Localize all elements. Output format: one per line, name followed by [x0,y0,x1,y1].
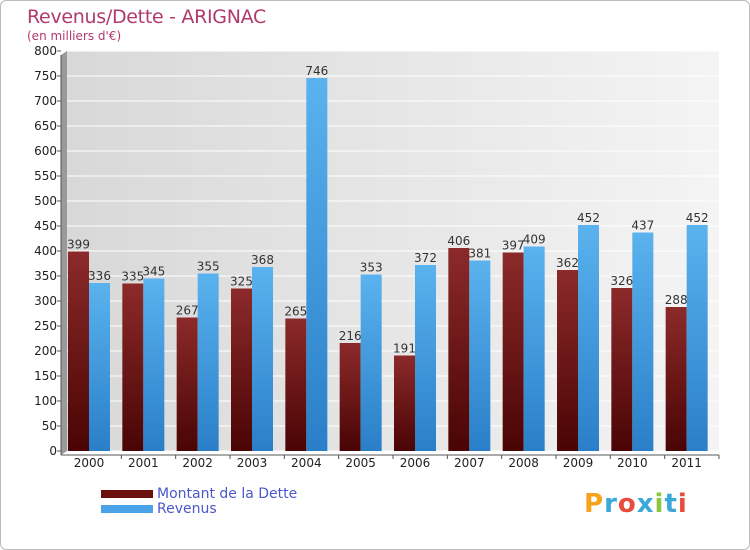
value-label-dette: 216 [339,329,362,343]
bar-revenus [686,225,708,451]
bar-revenus [306,78,328,451]
bar-dette [394,355,415,451]
value-label-revenus: 381 [468,247,491,261]
value-label-revenus: 746 [305,64,328,78]
bar-revenus [469,260,491,451]
y-tick-label: 500 [34,194,57,208]
x-tick-label: 2005 [345,456,376,470]
value-label-dette: 362 [556,256,579,270]
bar-revenus [523,246,545,451]
value-label-dette: 325 [230,275,253,289]
bar-revenus [578,225,599,451]
bar-dette [557,270,578,451]
bar-dette [665,307,687,451]
y-tick-label: 400 [34,244,57,258]
y-tick-label: 800 [34,44,57,58]
bar-dette [176,317,198,451]
chart-subtitle: (en milliers d'€) [27,29,122,43]
legend-label-revenus: Revenus [157,501,217,517]
logo-letter: t [664,489,678,519]
logo-letter: P [584,489,605,519]
value-label-revenus: 409 [523,233,546,247]
x-tick-label: 2004 [291,456,322,470]
value-label-revenus: 336 [88,269,111,283]
bar-dette [231,288,252,451]
y-tick-label: 250 [34,319,57,333]
y-tick-label: 750 [34,69,57,83]
value-label-dette: 265 [284,305,307,319]
bar-revenus [143,278,165,451]
value-label-dette: 191 [393,342,416,356]
bar-dette [122,283,144,451]
x-tick-label: 2003 [237,456,268,470]
value-label-revenus: 437 [631,219,654,233]
chart-title: Revenus/Dette - ARIGNAC [27,6,266,28]
bar-dette [285,318,307,451]
logo-letter: i [677,489,688,519]
value-label-dette: 267 [176,304,199,318]
y-tick-label: 600 [34,144,57,158]
y-tick-label: 550 [34,169,57,183]
x-tick-label: 2007 [454,456,485,470]
legend-swatch-dette [101,490,153,498]
logo-letter: r [604,489,618,519]
bar-dette [448,248,470,451]
x-tick-label: 2006 [400,456,431,470]
y-tick-label: 300 [34,294,57,308]
bar-dette [68,251,89,451]
bar-revenus [197,273,219,451]
value-label-revenus: 452 [577,211,600,225]
value-label-dette: 288 [665,293,688,307]
value-label-dette: 335 [121,270,144,284]
value-label-dette: 399 [67,238,90,252]
value-label-revenus: 345 [142,265,165,279]
y-tick-label: 650 [34,119,57,133]
value-label-revenus: 355 [197,260,220,274]
value-label-dette: 397 [502,239,525,253]
bar-revenus [632,232,654,451]
legend-swatch-revenus [101,505,153,513]
y-tick-label: 450 [34,219,57,233]
value-label-revenus: 372 [414,251,437,265]
proxiti-logo: Proxiti [584,489,688,519]
y-tick-label: 100 [34,394,57,408]
y-tick-label: 50 [42,419,57,433]
x-tick-label: 2001 [128,456,159,470]
value-label-revenus: 368 [251,253,274,267]
y-tick-label: 150 [34,369,57,383]
logo-letter: x [636,489,655,519]
value-label-dette: 326 [610,274,633,288]
x-tick-label: 2002 [182,456,213,470]
x-tick-label: 2009 [563,456,594,470]
x-tick-label: 2011 [671,456,702,470]
bar-revenus [89,283,110,451]
y-tick-label: 700 [34,94,57,108]
x-tick-label: 2008 [508,456,539,470]
value-label-revenus: 353 [360,261,383,275]
value-label-revenus: 452 [686,211,709,225]
plot-left-wall [61,51,67,455]
bar-dette [339,343,361,451]
bar-revenus [415,265,436,451]
bar-revenus [360,274,382,451]
y-tick-label: 200 [34,344,57,358]
logo-letter: o [617,489,637,519]
x-tick-label: 2010 [617,456,648,470]
x-tick-label: 2000 [74,456,105,470]
bar-dette [611,288,633,451]
legend-label-dette: Montant de la Dette [157,486,298,502]
bar-dette [502,252,524,451]
bar-revenus [252,267,273,451]
y-tick-label: 350 [34,269,57,283]
y-tick-label: 0 [49,444,57,458]
value-label-dette: 406 [447,234,470,248]
logo-letter: i [654,489,665,519]
